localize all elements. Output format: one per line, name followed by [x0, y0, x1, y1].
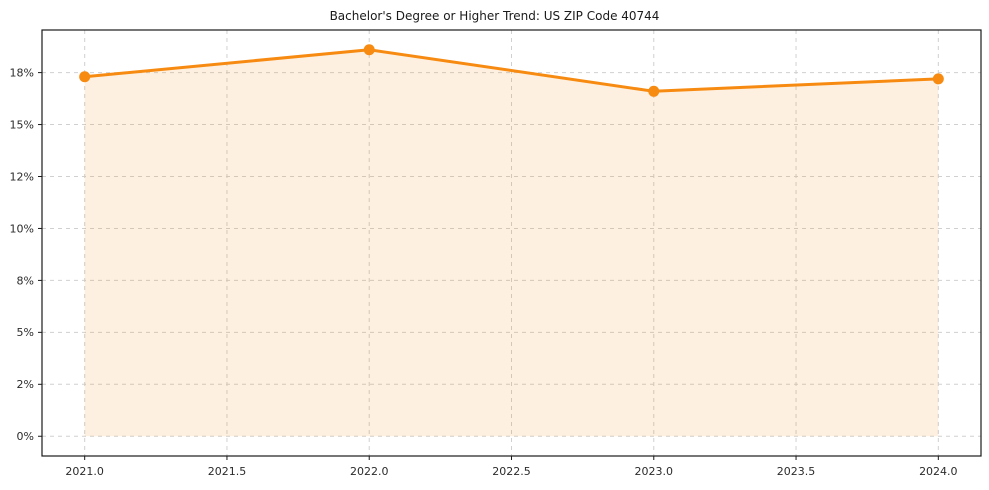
area-fill: [84, 49, 939, 437]
data-point: [363, 44, 375, 56]
x-tick-label: 2021.0: [65, 465, 104, 478]
x-tick-label: 2021.5: [208, 465, 247, 478]
x-tick-label: 2023.0: [635, 465, 674, 478]
y-tick-label: 12%: [10, 170, 34, 183]
data-point: [932, 73, 944, 85]
y-tick-label: 5%: [17, 326, 34, 339]
chart-title: Bachelor's Degree or Higher Trend: US ZI…: [329, 9, 660, 23]
y-tick-label: 15%: [10, 118, 34, 131]
y-tick-label: 18%: [10, 66, 34, 79]
y-tick-label: 0%: [17, 430, 34, 443]
x-tick-label: 2023.5: [777, 465, 816, 478]
y-tick-label: 8%: [17, 274, 34, 287]
data-point: [79, 71, 91, 83]
trend-line: [83, 48, 940, 93]
data-point: [648, 85, 660, 97]
x-tick-label: 2022.0: [350, 465, 389, 478]
x-tick-label: 2022.5: [492, 465, 531, 478]
y-tick-label: 10%: [10, 222, 34, 235]
y-tick-label: 2%: [17, 378, 34, 391]
x-tick-label: 2024.0: [919, 465, 958, 478]
